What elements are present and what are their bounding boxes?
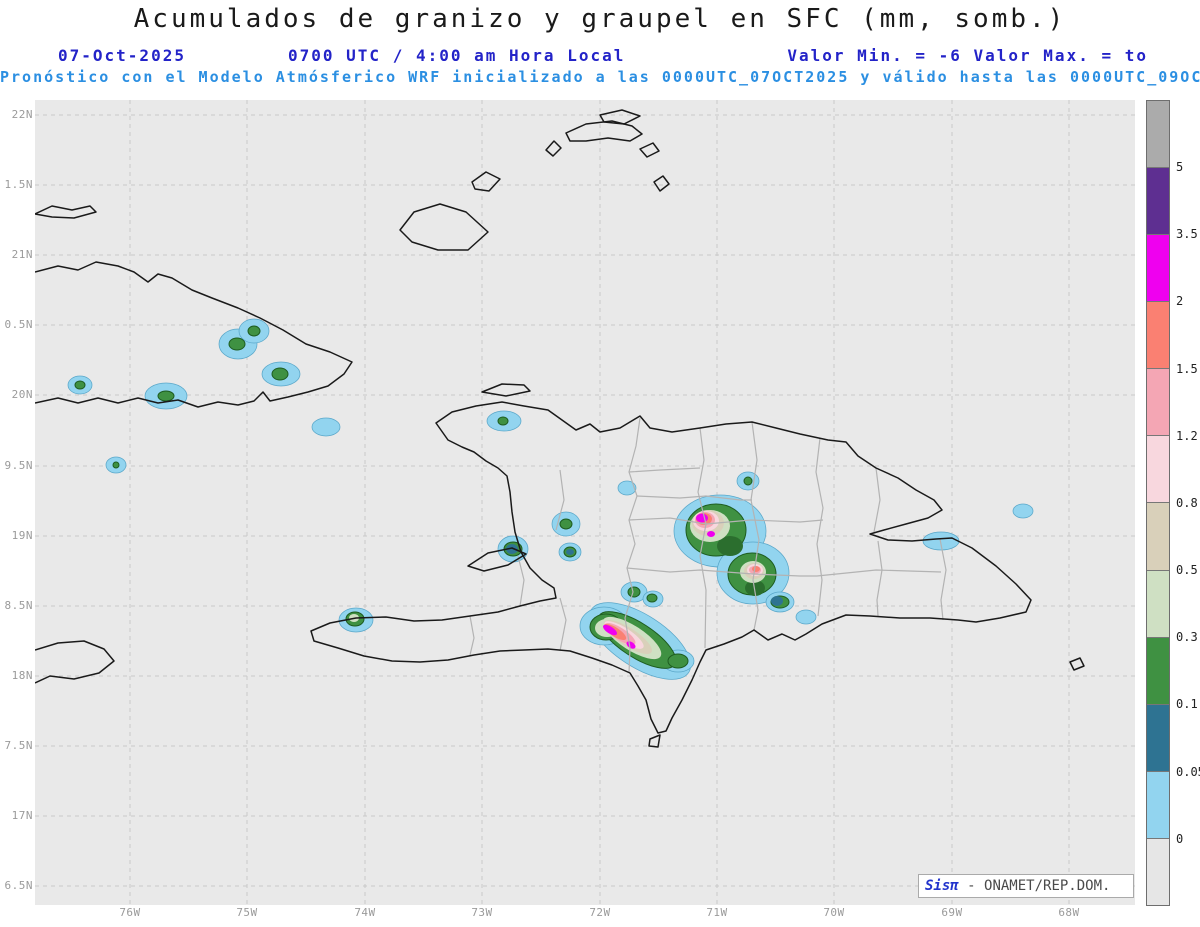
colorbar-tick: 2 (1176, 294, 1184, 308)
model-info-label: Pronóstico con el Modelo Atmósferico WRF… (0, 68, 1200, 86)
hispaniola-coastline (310, 401, 1032, 734)
lat-label: 21N (11, 248, 33, 261)
lon-label: 69W (941, 906, 963, 919)
colorbar-segment (1147, 703, 1169, 771)
colorbar-tick: 0.3 (1176, 630, 1198, 644)
hail-shading (67, 318, 1034, 680)
date-label: 07-Oct-2025 (58, 46, 186, 65)
lat-label: 19N (11, 529, 33, 542)
province-borders (469, 417, 947, 674)
lon-label: 70W (823, 906, 845, 919)
lat-label: 7.5N (4, 739, 33, 752)
colorbar-tick: 0.5 (1176, 563, 1198, 577)
colorbar-tick: 0 (1176, 832, 1184, 846)
valid-time-label: 0700 UTC / 4:00 am Hora Local (288, 46, 626, 65)
minmax-label: Valor Min. = -6 Valor Max. = to (787, 46, 1148, 65)
header-line2: 07-Oct-2025 0700 UTC / 4:00 am Hora Loca… (0, 46, 1200, 66)
lon-label: 68W (1058, 906, 1080, 919)
jamaica-coastline (35, 640, 115, 684)
colorbar-segment (1147, 368, 1169, 436)
colorbar-segment (1147, 569, 1169, 637)
lon-label: 76W (119, 906, 141, 919)
colorbar-tick: 5 (1176, 160, 1184, 174)
lon-label: 72W (589, 906, 611, 919)
colorbar-tick: 1.5 (1176, 362, 1198, 376)
colorbar-segment (1147, 502, 1169, 570)
colorbar-tick: 0.8 (1176, 496, 1198, 510)
colorbar-tick: 1.2 (1176, 429, 1198, 443)
lon-label: 75W (236, 906, 258, 919)
colorbar-tick: 0.05 (1176, 765, 1200, 779)
lat-label: 0.5N (4, 318, 33, 331)
colorbar (1146, 100, 1170, 906)
colorbar-segment (1147, 167, 1169, 235)
lat-label: 1.5N (4, 178, 33, 191)
attribution-text: - ONAMET/REP.DOM. (967, 878, 1111, 894)
lat-label: 9.5N (4, 459, 33, 472)
lon-label: 71W (706, 906, 728, 919)
lon-label: 73W (471, 906, 493, 919)
sispi-logo: Sisπ (925, 878, 959, 894)
map-background (35, 100, 1135, 905)
lat-label: 17N (11, 809, 33, 822)
islands (35, 109, 1085, 748)
attribution-box: Sisπ - ONAMET/REP.DOM. (918, 874, 1134, 898)
page-title: Acumulados de granizo y graupel en SFC (… (133, 4, 1067, 34)
colorbar-segment (1147, 636, 1169, 704)
colorbar-segment (1147, 101, 1169, 168)
colorbar-segment (1147, 770, 1169, 838)
colorbar-tick: 0.1 (1176, 697, 1198, 711)
lat-label: 6.5N (4, 879, 33, 892)
lon-label: 74W (354, 906, 376, 919)
cuba-coastline (35, 261, 353, 408)
lat-label: 8.5N (4, 599, 33, 612)
lat-label: 20N (11, 388, 33, 401)
colorbar-segment (1147, 301, 1169, 369)
colorbar-segment (1147, 234, 1169, 302)
lat-label: 22N (11, 108, 33, 121)
colorbar-tick: 3.5 (1176, 227, 1198, 241)
colorbar-segment (1147, 837, 1169, 905)
lat-label: 18N (11, 669, 33, 682)
colorbar-segment (1147, 435, 1169, 503)
